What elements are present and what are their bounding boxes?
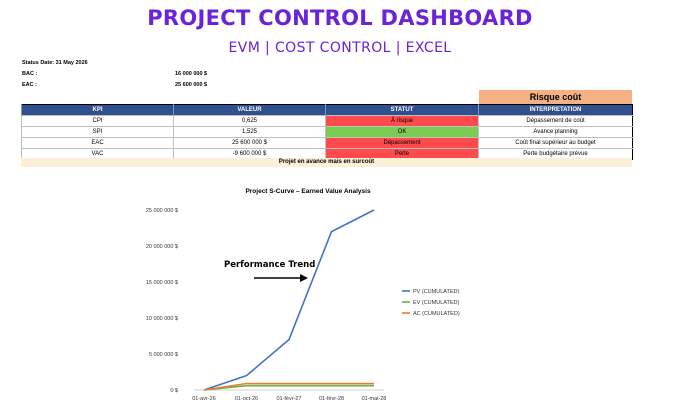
table-row: EAC 25 600 000 $ Dépassement Coût final … xyxy=(21,137,633,149)
interpretation-cell: Perte budgétaire prévue xyxy=(478,148,633,160)
s-curve-chart: Project S-Curve – Earned Value Analysis … xyxy=(146,188,460,402)
kpi-cell: CPI xyxy=(21,115,174,127)
eac-value: 25 600 000 $ xyxy=(175,82,208,88)
status-cell: Perte xyxy=(325,148,479,160)
legend-label: AC (CUMULATED) xyxy=(413,311,460,317)
table-row: VAC -9 600 000 $ Perte Perte budgétaire … xyxy=(21,148,633,160)
value-cell: 25 600 000 $ xyxy=(173,137,326,149)
y-tick-label: 15 000 000 $ xyxy=(146,280,178,286)
series-line xyxy=(203,382,374,391)
legend-label: EV (CUMULATED) xyxy=(413,300,460,306)
chart-annotation: Performance Trend xyxy=(224,260,315,270)
header-statut: STATUT xyxy=(325,104,479,116)
y-tick-label: 25 000 000 $ xyxy=(146,208,178,214)
header-valeur: VALEUR xyxy=(173,104,326,116)
page-subtitle: EVM | COST CONTROL | EXCEL xyxy=(228,40,452,56)
eac-label: EAC : xyxy=(22,82,37,88)
bac-label: BAC : xyxy=(22,71,38,77)
series-line xyxy=(203,209,375,391)
status-cell: OK xyxy=(325,126,479,138)
page-title: PROJECT CONTROL DASHBOARD xyxy=(147,6,533,30)
x-tick-label: 01-févr-27 xyxy=(276,396,301,402)
y-tick-label: 0 $ xyxy=(170,388,178,394)
header-kpi: KPI xyxy=(21,104,174,116)
interpretation-cell: Coût final supérieur au budget xyxy=(478,137,633,149)
value-cell: 1,525 xyxy=(173,126,326,138)
chart-legend: PV (CUMULATED) EV (CUMULATED) AC (CUMULATE… xyxy=(402,289,460,317)
interpretation-cell: Dépassement de coût xyxy=(478,115,633,127)
x-tick-label: 01-oct-26 xyxy=(235,396,258,402)
header-interpretation: INTERPRETATION xyxy=(478,104,633,116)
risk-badge: Risque coût xyxy=(479,90,632,104)
table-row: SPI 1,525 OK Avance planning xyxy=(21,126,633,138)
x-tick-label: 01-avr-26 xyxy=(192,396,216,402)
kpi-table: KPI VALEUR STATUT INTERPRETATION CPI 0,6… xyxy=(21,104,633,160)
value-cell: 0,625 xyxy=(173,115,326,127)
kpi-cell: EAC xyxy=(21,137,174,149)
kpi-cell: SPI xyxy=(21,126,174,138)
status-cell: À risque xyxy=(325,115,479,127)
y-tick-label: 20 000 000 $ xyxy=(146,244,178,250)
series-line xyxy=(203,384,374,391)
y-tick-label: 10 000 000 $ xyxy=(146,316,178,322)
kpi-table-header: KPI VALEUR STATUT INTERPRETATION xyxy=(21,104,633,116)
x-tick-label: 01-févr-28 xyxy=(319,396,344,402)
x-tick-label: 01-mai-28 xyxy=(362,396,387,402)
bac-value: 16 000 000 $ xyxy=(175,71,208,77)
value-cell: -9 600 000 $ xyxy=(173,148,326,160)
y-tick-label: 5 000 000 $ xyxy=(149,352,178,358)
interpretation-cell: Avance planning xyxy=(478,126,633,138)
trend-arrow-icon xyxy=(254,274,308,282)
kpi-cell: VAC xyxy=(21,148,174,160)
legend-label: PV (CUMULATED) xyxy=(413,289,460,295)
status-date: Status Date: 31 May 2026 xyxy=(22,60,88,66)
table-row: CPI 0,625 À risque Dépassement de coût xyxy=(21,115,633,127)
summary-banner: Projet en avance mais en surcoût xyxy=(21,158,632,167)
status-cell: Dépassement xyxy=(325,137,479,149)
chart-title: Project S-Curve – Earned Value Analysis xyxy=(245,188,371,195)
